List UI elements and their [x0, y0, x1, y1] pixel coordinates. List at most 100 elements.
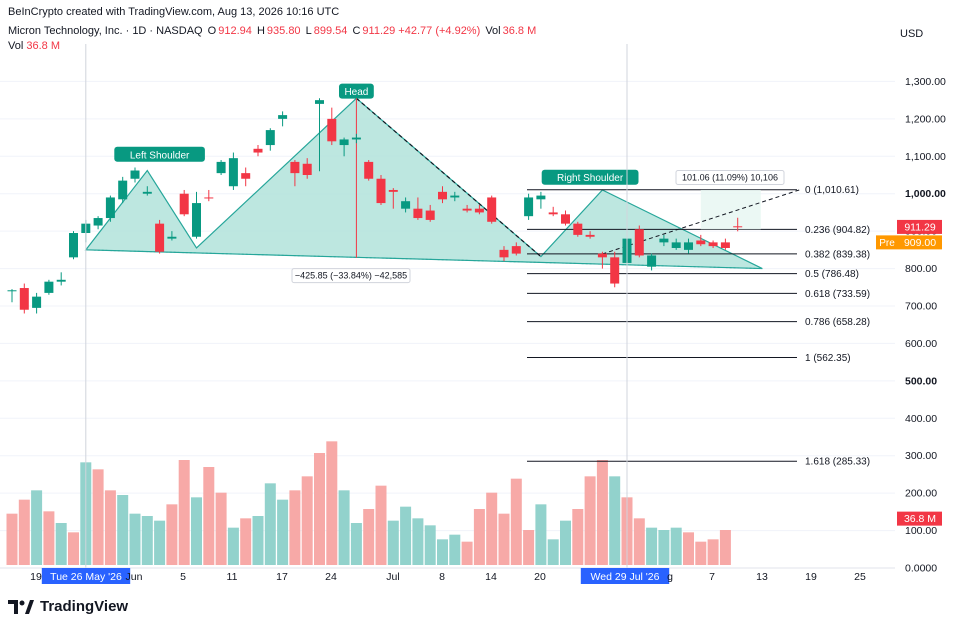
- candle: [265, 130, 275, 146]
- x-tick-label: Jun: [126, 571, 143, 583]
- y-tick-label: 800.00: [905, 263, 937, 275]
- candle: [142, 191, 152, 194]
- close-value: 911.29 +42.77 (+4.92%): [362, 25, 481, 37]
- volume-bar: [6, 513, 18, 565]
- volume-bar: [55, 523, 67, 565]
- candle: [585, 234, 595, 237]
- volume-bar: [400, 506, 412, 565]
- volume-bar: [301, 476, 313, 565]
- candle: [253, 148, 263, 153]
- y-tick-label: 1,300.00: [905, 76, 946, 88]
- high-label: H: [256, 25, 265, 37]
- candle: [216, 161, 226, 174]
- volume-bar: [338, 490, 350, 565]
- volume-bar: [596, 460, 608, 565]
- symbol-title[interactable]: Micron Technology, Inc. · 1D · NASDAQ: [8, 25, 203, 37]
- candle: [7, 290, 17, 292]
- candle: [634, 229, 644, 256]
- volume-value: 36.8 M: [502, 25, 537, 37]
- volume-bar: [719, 530, 731, 565]
- volume-bar: [43, 511, 55, 565]
- candle: [413, 208, 423, 219]
- volume-row-value: 36.8 M: [26, 40, 60, 52]
- volume-bar: [535, 504, 547, 565]
- attribution: BeInCrypto created with TradingView.com,…: [8, 6, 340, 18]
- volume-bar: [31, 490, 43, 565]
- volume-bar: [326, 441, 338, 565]
- volume-bar: [252, 516, 264, 565]
- volume-label: Vol: [485, 25, 501, 37]
- x-tick-label: 20: [534, 571, 546, 583]
- y-tick-label: 100.00: [905, 525, 937, 537]
- neckline: [85, 249, 763, 270]
- volume-bar: [695, 541, 707, 565]
- x-tick-label: 5: [180, 571, 186, 583]
- tradingview-logo[interactable]: TradingView: [8, 598, 128, 615]
- y-tick-label: 0.0000: [905, 563, 937, 575]
- volume-bar: [646, 527, 658, 565]
- candle: [327, 118, 337, 142]
- candle: [351, 137, 361, 140]
- candle: [597, 253, 607, 258]
- candle: [376, 178, 386, 204]
- volume-bar: [412, 518, 424, 565]
- volume-bar: [461, 541, 473, 565]
- volume-bar: [560, 520, 571, 565]
- volume-bar: [68, 532, 79, 565]
- fib-label: 1.618 (285.33): [805, 457, 870, 468]
- fib-label: 0.786 (658.28): [805, 317, 870, 328]
- head-label: Head: [344, 87, 368, 98]
- candle: [487, 197, 497, 222]
- volume-bar: [547, 539, 559, 565]
- candle: [32, 296, 42, 308]
- volume-bar: [92, 469, 104, 565]
- candle: [720, 242, 730, 248]
- currency-label[interactable]: USD: [900, 28, 924, 40]
- pre-price-tag: 909.00: [904, 237, 936, 249]
- candle: [339, 139, 349, 146]
- date-badge-bg: [580, 568, 670, 584]
- volume-bar: [584, 476, 596, 565]
- fib-label: 0.236 (904.82): [805, 225, 870, 236]
- candle: [179, 193, 189, 215]
- head-shoulders-pattern: [84, 97, 763, 270]
- date-badge-bg: [41, 568, 131, 584]
- candle: [610, 257, 620, 284]
- tradingview-logo-icon: [8, 599, 34, 614]
- x-tick-label: 14: [485, 571, 497, 583]
- volume-bar: [387, 520, 399, 565]
- date-badge: Wed 29 Jul '26: [591, 571, 660, 583]
- y-tick-label: 300.00: [905, 450, 937, 462]
- candle: [499, 249, 509, 258]
- x-tick-label: 11: [227, 571, 238, 583]
- candle: [105, 197, 115, 219]
- candle: [315, 100, 324, 104]
- x-tick-label: Jul: [386, 571, 399, 583]
- projection-measure-label: 101.06 (11.09%) 10,106: [682, 173, 778, 183]
- volume-bar: [486, 492, 498, 565]
- projection-box: [700, 189, 761, 230]
- right-shoulder-label: Right Shoulder: [557, 173, 624, 184]
- brand-name: TradingView: [40, 598, 129, 615]
- x-tick-label: 17: [276, 571, 288, 583]
- candle: [548, 212, 558, 215]
- candle: [647, 255, 657, 267]
- candle: [241, 173, 251, 179]
- last-price-tag-bg: [897, 219, 942, 234]
- volume-bar: [289, 490, 301, 565]
- volume-bar: [609, 476, 621, 565]
- candle: [228, 158, 238, 187]
- volume-bar: [510, 478, 522, 565]
- volume-bar: [523, 530, 535, 565]
- candle: [278, 115, 288, 119]
- candle: [696, 240, 706, 245]
- pre-price-tag-bg: [898, 235, 942, 250]
- candle: [302, 163, 312, 175]
- x-tick-label: 7: [709, 571, 715, 583]
- candle: [290, 161, 300, 174]
- y-tick-label: 200.00: [905, 488, 937, 500]
- low-value: 899.54: [313, 25, 348, 37]
- candle: [204, 197, 214, 199]
- y-tick-label: 1,000.00: [905, 188, 946, 200]
